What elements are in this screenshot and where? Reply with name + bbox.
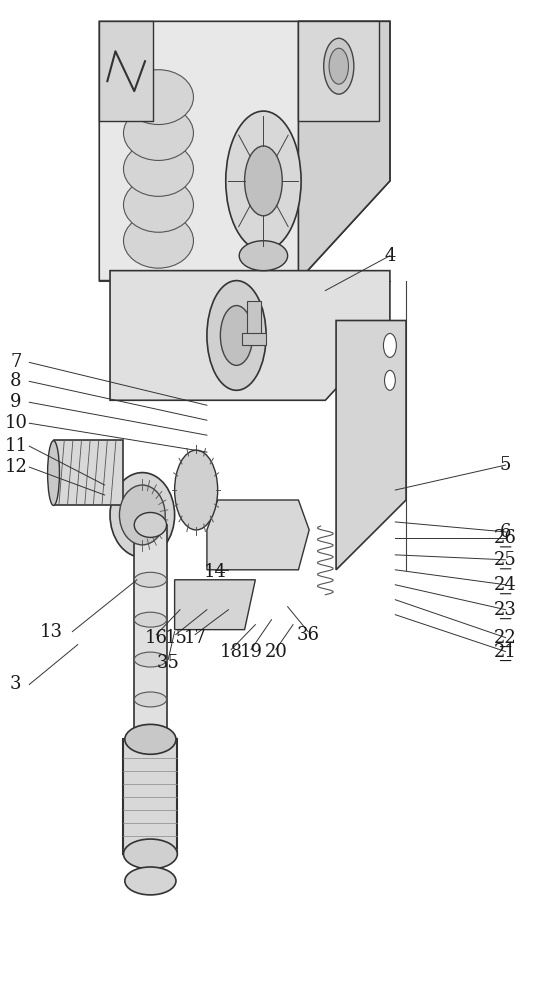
Circle shape <box>207 281 266 390</box>
Ellipse shape <box>134 512 166 537</box>
PathPatch shape <box>110 271 390 400</box>
Text: 14: 14 <box>204 563 227 581</box>
Ellipse shape <box>134 652 166 667</box>
Ellipse shape <box>124 839 177 869</box>
Text: 10: 10 <box>4 414 27 432</box>
Text: 3: 3 <box>10 675 22 693</box>
Circle shape <box>226 111 301 251</box>
FancyBboxPatch shape <box>242 333 266 345</box>
Text: 9: 9 <box>10 393 22 411</box>
Text: 5: 5 <box>500 456 511 474</box>
PathPatch shape <box>175 580 255 630</box>
Ellipse shape <box>134 692 166 707</box>
Text: 16: 16 <box>145 629 168 647</box>
Text: 18: 18 <box>220 643 243 661</box>
Ellipse shape <box>134 612 166 627</box>
FancyBboxPatch shape <box>247 301 261 345</box>
Text: 4: 4 <box>384 247 396 265</box>
Text: 17: 17 <box>184 629 207 647</box>
Text: 6: 6 <box>500 523 511 541</box>
FancyBboxPatch shape <box>134 525 166 739</box>
Ellipse shape <box>110 473 175 557</box>
Text: 7: 7 <box>10 353 22 371</box>
Text: 15: 15 <box>164 629 187 647</box>
Text: 24: 24 <box>494 576 517 594</box>
Text: 35: 35 <box>157 654 179 672</box>
Circle shape <box>244 146 282 216</box>
Text: 12: 12 <box>4 458 27 476</box>
Ellipse shape <box>124 141 193 196</box>
Ellipse shape <box>124 106 193 160</box>
Text: 25: 25 <box>494 551 517 569</box>
Ellipse shape <box>48 441 60 505</box>
FancyBboxPatch shape <box>124 739 177 854</box>
Text: 20: 20 <box>264 643 287 661</box>
Text: 22: 22 <box>494 629 517 647</box>
Ellipse shape <box>239 241 288 271</box>
Ellipse shape <box>124 213 193 268</box>
Text: 8: 8 <box>10 372 22 390</box>
Ellipse shape <box>134 572 166 587</box>
Text: 13: 13 <box>40 623 62 641</box>
FancyBboxPatch shape <box>54 440 124 505</box>
Text: 36: 36 <box>296 626 320 644</box>
PathPatch shape <box>299 21 390 281</box>
PathPatch shape <box>99 21 153 121</box>
PathPatch shape <box>336 320 406 570</box>
Circle shape <box>324 38 354 94</box>
PathPatch shape <box>99 21 390 281</box>
Text: 26: 26 <box>494 529 517 547</box>
Ellipse shape <box>119 485 165 545</box>
Text: 11: 11 <box>4 437 27 455</box>
Ellipse shape <box>125 867 176 895</box>
Ellipse shape <box>125 724 176 754</box>
PathPatch shape <box>299 21 379 121</box>
Text: 19: 19 <box>240 643 262 661</box>
Circle shape <box>384 370 395 390</box>
Text: 21: 21 <box>494 643 517 661</box>
Text: 23: 23 <box>494 601 517 619</box>
Circle shape <box>175 450 218 530</box>
Circle shape <box>329 48 349 84</box>
Ellipse shape <box>124 177 193 232</box>
PathPatch shape <box>207 500 309 570</box>
Circle shape <box>383 333 396 357</box>
Circle shape <box>221 306 253 365</box>
Ellipse shape <box>124 70 193 125</box>
